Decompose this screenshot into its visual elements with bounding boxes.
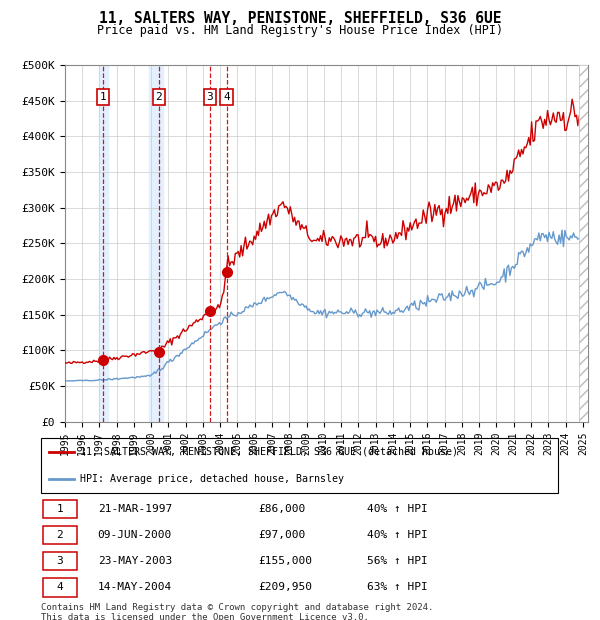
- Text: 4: 4: [56, 582, 64, 592]
- Text: 1: 1: [100, 92, 107, 102]
- Text: 1: 1: [56, 504, 64, 514]
- Bar: [578, 65, 588, 422]
- Bar: [43, 526, 77, 544]
- Text: 11, SALTERS WAY, PENISTONE, SHEFFIELD, S36 6UE: 11, SALTERS WAY, PENISTONE, SHEFFIELD, S…: [99, 11, 501, 26]
- Text: 3: 3: [56, 556, 64, 566]
- Text: 2: 2: [56, 530, 64, 540]
- Text: 23-MAY-2003: 23-MAY-2003: [98, 556, 172, 566]
- Text: 40% ↑ HPI: 40% ↑ HPI: [367, 530, 427, 540]
- Text: 63% ↑ HPI: 63% ↑ HPI: [367, 582, 427, 592]
- Text: 40% ↑ HPI: 40% ↑ HPI: [367, 504, 427, 514]
- Text: 11, SALTERS WAY, PENISTONE, SHEFFIELD, S36 6UE (detached house): 11, SALTERS WAY, PENISTONE, SHEFFIELD, S…: [80, 447, 458, 457]
- Bar: [578, 65, 588, 422]
- Bar: [43, 578, 77, 596]
- Text: Contains HM Land Registry data © Crown copyright and database right 2024.
This d: Contains HM Land Registry data © Crown c…: [41, 603, 433, 620]
- Text: 3: 3: [206, 92, 213, 102]
- Text: Price paid vs. HM Land Registry's House Price Index (HPI): Price paid vs. HM Land Registry's House …: [97, 24, 503, 37]
- Text: £155,000: £155,000: [258, 556, 312, 566]
- Text: £97,000: £97,000: [258, 530, 305, 540]
- Text: 4: 4: [223, 92, 230, 102]
- Text: HPI: Average price, detached house, Barnsley: HPI: Average price, detached house, Barn…: [80, 474, 344, 484]
- Text: 14-MAY-2004: 14-MAY-2004: [98, 582, 172, 592]
- Text: 09-JUN-2000: 09-JUN-2000: [98, 530, 172, 540]
- Text: 56% ↑ HPI: 56% ↑ HPI: [367, 556, 427, 566]
- Bar: [43, 500, 77, 518]
- Bar: [43, 552, 77, 570]
- Text: £209,950: £209,950: [258, 582, 312, 592]
- Text: 2: 2: [155, 92, 162, 102]
- Text: 21-MAR-1997: 21-MAR-1997: [98, 504, 172, 514]
- Bar: [149, 65, 163, 422]
- Bar: [100, 65, 108, 422]
- Text: £86,000: £86,000: [258, 504, 305, 514]
